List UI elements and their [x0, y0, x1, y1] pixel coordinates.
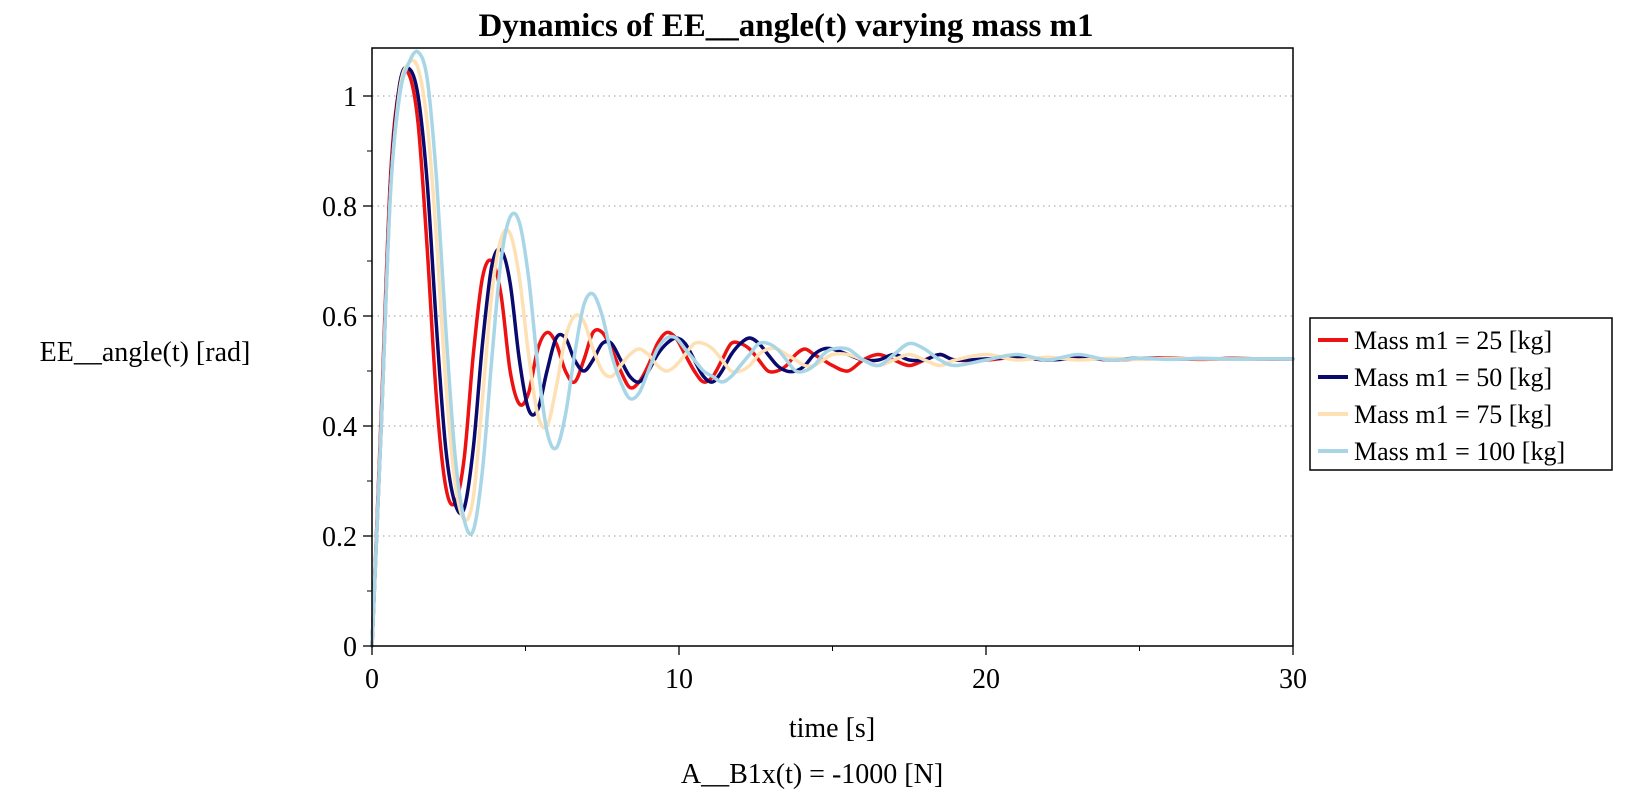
series-line-3 — [370, 58, 1295, 648]
legend: Mass m1 = 25 [kg] Mass m1 = 50 [kg] Mass m… — [1309, 317, 1613, 471]
x-tick-label: 10 — [665, 664, 693, 695]
y-axis-label: EE__angle(t) [rad] — [40, 337, 251, 368]
y-tick-label: 0.4 — [322, 412, 357, 443]
legend-label: Mass m1 = 25 [kg] — [1354, 326, 1552, 355]
series-line-4 — [370, 49, 1295, 648]
legend-label: Mass m1 = 50 [kg] — [1354, 363, 1552, 392]
x-tick-label: 20 — [972, 664, 1000, 695]
series-lines — [370, 49, 1295, 648]
x-axis-label: time [s] — [789, 713, 875, 744]
plot-frame — [371, 47, 1294, 647]
y-tick-label: 0.2 — [322, 522, 357, 553]
x-tick-label: 0 — [365, 664, 379, 695]
legend-label: Mass m1 = 75 [kg] — [1354, 400, 1552, 429]
y-tick-label: 1 — [343, 82, 357, 113]
legend-label: Mass m1 = 100 [kg] — [1354, 437, 1565, 466]
chart-title: Dynamics of EE__angle(t) varying mass m1 — [478, 8, 1093, 44]
gridlines — [372, 95, 1293, 537]
x-tick-label: 30 — [1279, 664, 1307, 695]
y-tick-label: 0 — [343, 632, 357, 663]
x-axis: 0 10 20 30 — [365, 646, 1307, 695]
y-tick-label: 0.6 — [322, 302, 357, 333]
y-axis: 0 0.2 0.4 0.6 0.8 1 — [322, 82, 372, 663]
chart-caption: A__B1x(t) = -1000 [N] — [681, 759, 943, 790]
legend-box — [1309, 317, 1613, 471]
y-tick-label: 0.8 — [322, 192, 357, 223]
